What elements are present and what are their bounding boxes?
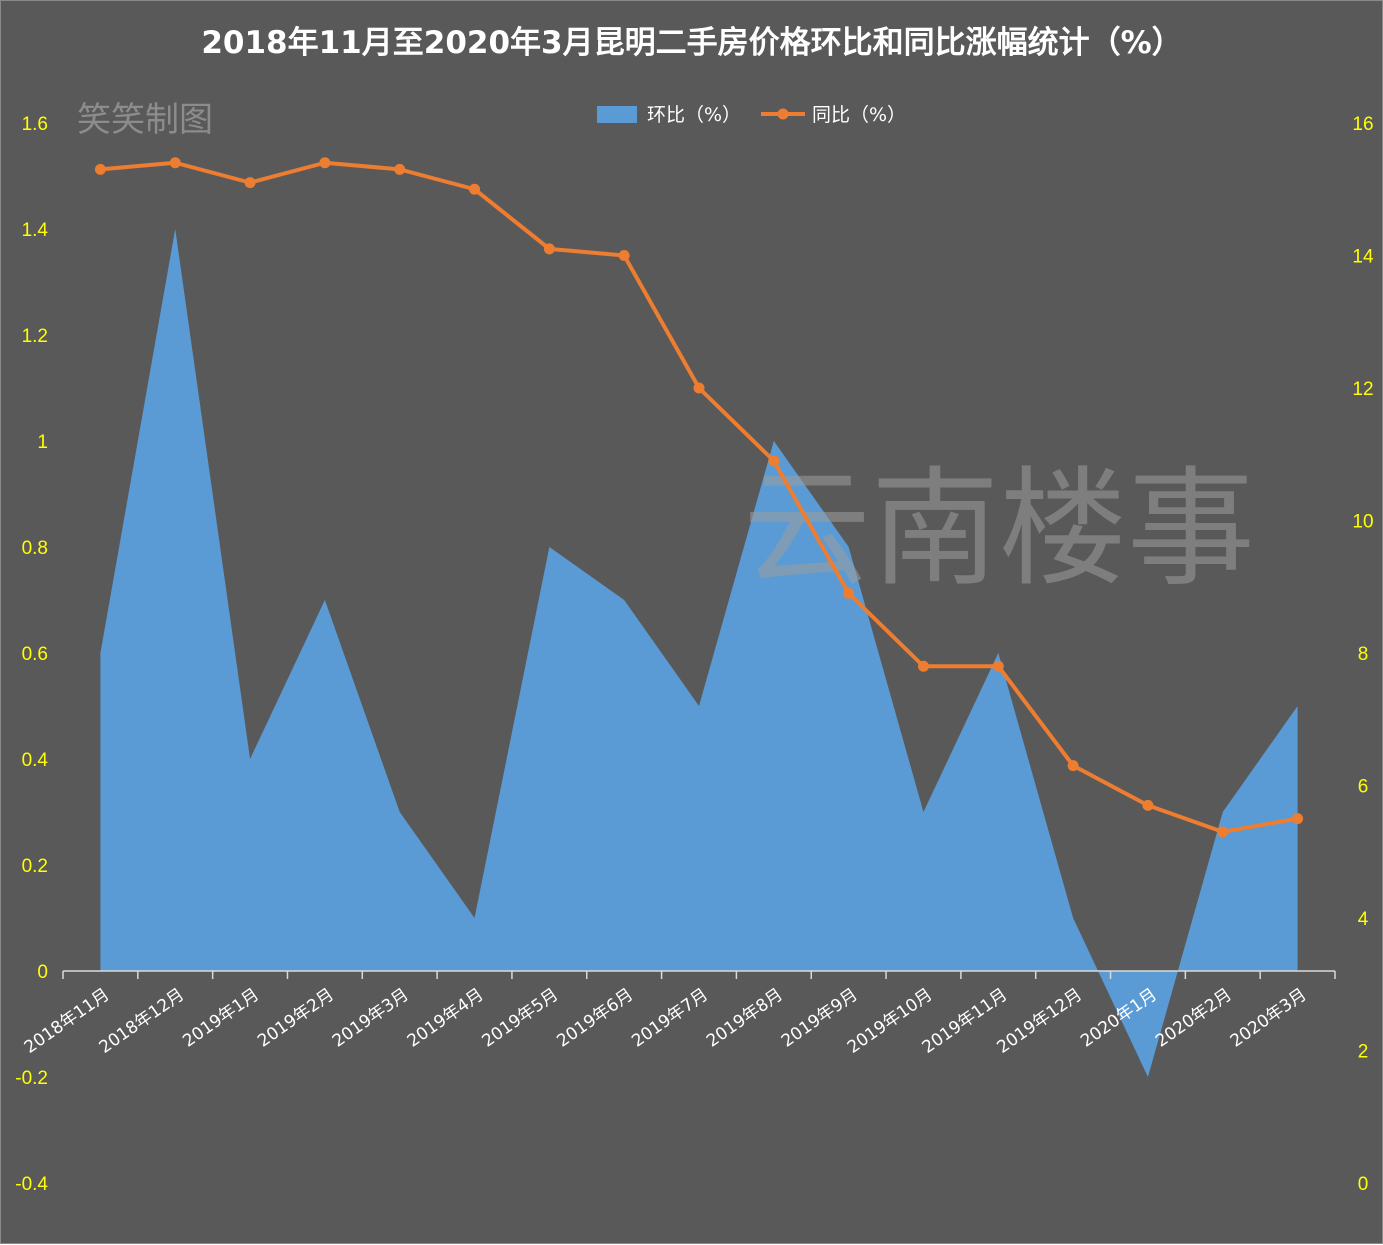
x-tick-label: 2019年5月 bbox=[479, 985, 563, 1052]
line-point bbox=[1067, 760, 1079, 772]
right-tick-label: 12 bbox=[1352, 379, 1373, 400]
chart-title: 2018年11月至2020年3月昆明二手房价格环比和同比涨幅统计（%） bbox=[201, 25, 1182, 61]
area-series-layer bbox=[100, 229, 1298, 1077]
left-tick-label: 0.6 bbox=[22, 644, 48, 665]
line-point bbox=[768, 455, 780, 467]
x-tick-label: 2019年8月 bbox=[703, 985, 787, 1052]
line-point bbox=[843, 587, 855, 599]
right-tick-label: 8 bbox=[1358, 644, 1369, 665]
right-tick-label: 16 bbox=[1352, 114, 1373, 135]
right-axis-ticks: 0 2 4 6 8 10 12 14 16 bbox=[1352, 114, 1374, 1195]
line-point bbox=[469, 183, 481, 195]
left-tick-label: 1.6 bbox=[22, 114, 48, 135]
line-point bbox=[543, 243, 555, 255]
x-tick-label: 2019年3月 bbox=[329, 985, 413, 1052]
right-tick-label: 0 bbox=[1358, 1174, 1369, 1195]
left-tick-label: 0.4 bbox=[22, 750, 49, 771]
right-tick-label: 10 bbox=[1352, 512, 1373, 533]
line-point bbox=[244, 177, 256, 189]
legend: 环比（%） 同比（%） bbox=[597, 104, 906, 126]
legend-label-line: 同比（%） bbox=[812, 104, 906, 126]
line-point bbox=[94, 163, 106, 175]
legend-swatch-marker bbox=[777, 108, 789, 120]
left-tick-label: -0.4 bbox=[15, 1174, 48, 1195]
right-tick-label: 14 bbox=[1352, 247, 1374, 268]
line-point bbox=[319, 157, 331, 169]
left-tick-label: 0.2 bbox=[22, 856, 48, 877]
left-tick-label: 1.2 bbox=[22, 326, 48, 347]
legend-label-area: 环比（%） bbox=[647, 104, 741, 126]
line-series-layer bbox=[94, 157, 1304, 838]
line-point bbox=[1292, 813, 1304, 825]
x-tick-label: 2019年4月 bbox=[404, 985, 488, 1052]
line-point bbox=[693, 382, 705, 394]
right-tick-label: 6 bbox=[1358, 777, 1369, 798]
x-tick-label: 2019年1月 bbox=[179, 985, 263, 1052]
left-tick-label: -0.2 bbox=[15, 1068, 48, 1089]
line-point bbox=[917, 660, 929, 672]
x-axis bbox=[62, 970, 1336, 979]
line-point bbox=[394, 163, 406, 175]
left-tick-label: 0.8 bbox=[22, 538, 48, 559]
left-axis-ticks: -0.4 -0.2 0 0.2 0.4 0.6 0.8 1 1.2 1.4 1.6 bbox=[15, 114, 48, 1195]
right-tick-label: 2 bbox=[1358, 1042, 1369, 1063]
x-tick-label: 2019年6月 bbox=[553, 985, 637, 1052]
right-tick-label: 4 bbox=[1358, 909, 1369, 930]
line-point bbox=[1142, 799, 1154, 811]
line-point bbox=[1217, 826, 1229, 838]
left-tick-label: 1.4 bbox=[22, 220, 49, 241]
legend-swatch-area bbox=[597, 106, 637, 123]
left-tick-label: 0 bbox=[37, 962, 48, 983]
x-tick-label: 2019年2月 bbox=[254, 985, 338, 1052]
chart-credit: 笑笑制图 bbox=[77, 100, 213, 140]
line-point bbox=[992, 660, 1004, 672]
line-point bbox=[169, 157, 181, 169]
x-tick-label: 2020年3月 bbox=[1227, 985, 1311, 1052]
line-point bbox=[618, 250, 630, 261]
watermark: 云南楼事 bbox=[743, 455, 1255, 604]
x-tick-label: 2019年7月 bbox=[628, 985, 712, 1052]
area-series-huanbi bbox=[100, 229, 1298, 1077]
left-tick-label: 1 bbox=[37, 432, 48, 453]
